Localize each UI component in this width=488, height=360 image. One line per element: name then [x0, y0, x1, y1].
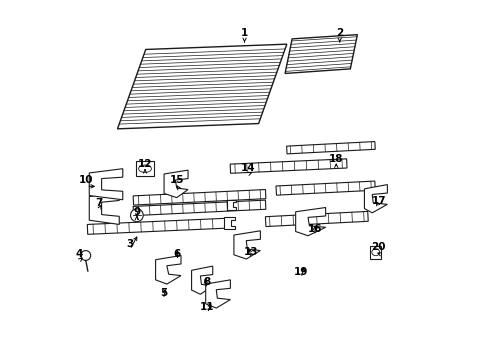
Polygon shape	[265, 211, 367, 226]
Polygon shape	[224, 217, 235, 229]
Polygon shape	[155, 256, 181, 284]
Ellipse shape	[138, 165, 151, 172]
Polygon shape	[364, 185, 386, 213]
Text: 6: 6	[174, 249, 181, 259]
Polygon shape	[227, 200, 236, 210]
Text: 5: 5	[160, 288, 166, 298]
Polygon shape	[295, 207, 325, 236]
Polygon shape	[230, 159, 346, 173]
Polygon shape	[191, 266, 212, 294]
Text: 17: 17	[371, 196, 386, 206]
Text: 1: 1	[241, 27, 247, 37]
Text: 3: 3	[126, 239, 133, 248]
Text: 2: 2	[335, 27, 343, 37]
Text: 19: 19	[293, 267, 307, 277]
Polygon shape	[133, 189, 265, 205]
Text: 11: 11	[200, 302, 214, 312]
Bar	[369, 246, 381, 259]
Bar	[136, 161, 154, 176]
Polygon shape	[286, 141, 374, 154]
Text: 15: 15	[170, 175, 184, 185]
Ellipse shape	[371, 249, 379, 256]
Polygon shape	[164, 170, 188, 198]
Polygon shape	[117, 44, 286, 129]
Polygon shape	[133, 200, 265, 216]
Text: 20: 20	[370, 242, 385, 252]
Text: 14: 14	[240, 163, 255, 173]
Polygon shape	[205, 280, 230, 308]
Text: 7: 7	[95, 198, 102, 208]
Text: 16: 16	[307, 224, 322, 234]
Text: 12: 12	[138, 159, 152, 169]
Text: 4: 4	[76, 249, 83, 259]
Polygon shape	[87, 218, 230, 234]
Polygon shape	[89, 169, 122, 200]
Circle shape	[81, 251, 90, 260]
Text: 8: 8	[203, 277, 211, 287]
Polygon shape	[285, 35, 357, 73]
Text: 18: 18	[328, 154, 343, 164]
Text: 13: 13	[244, 247, 258, 257]
Polygon shape	[275, 181, 374, 195]
Circle shape	[130, 209, 143, 222]
Polygon shape	[89, 192, 119, 224]
Polygon shape	[233, 231, 260, 259]
Text: 9: 9	[133, 207, 140, 217]
Text: 10: 10	[79, 175, 94, 185]
